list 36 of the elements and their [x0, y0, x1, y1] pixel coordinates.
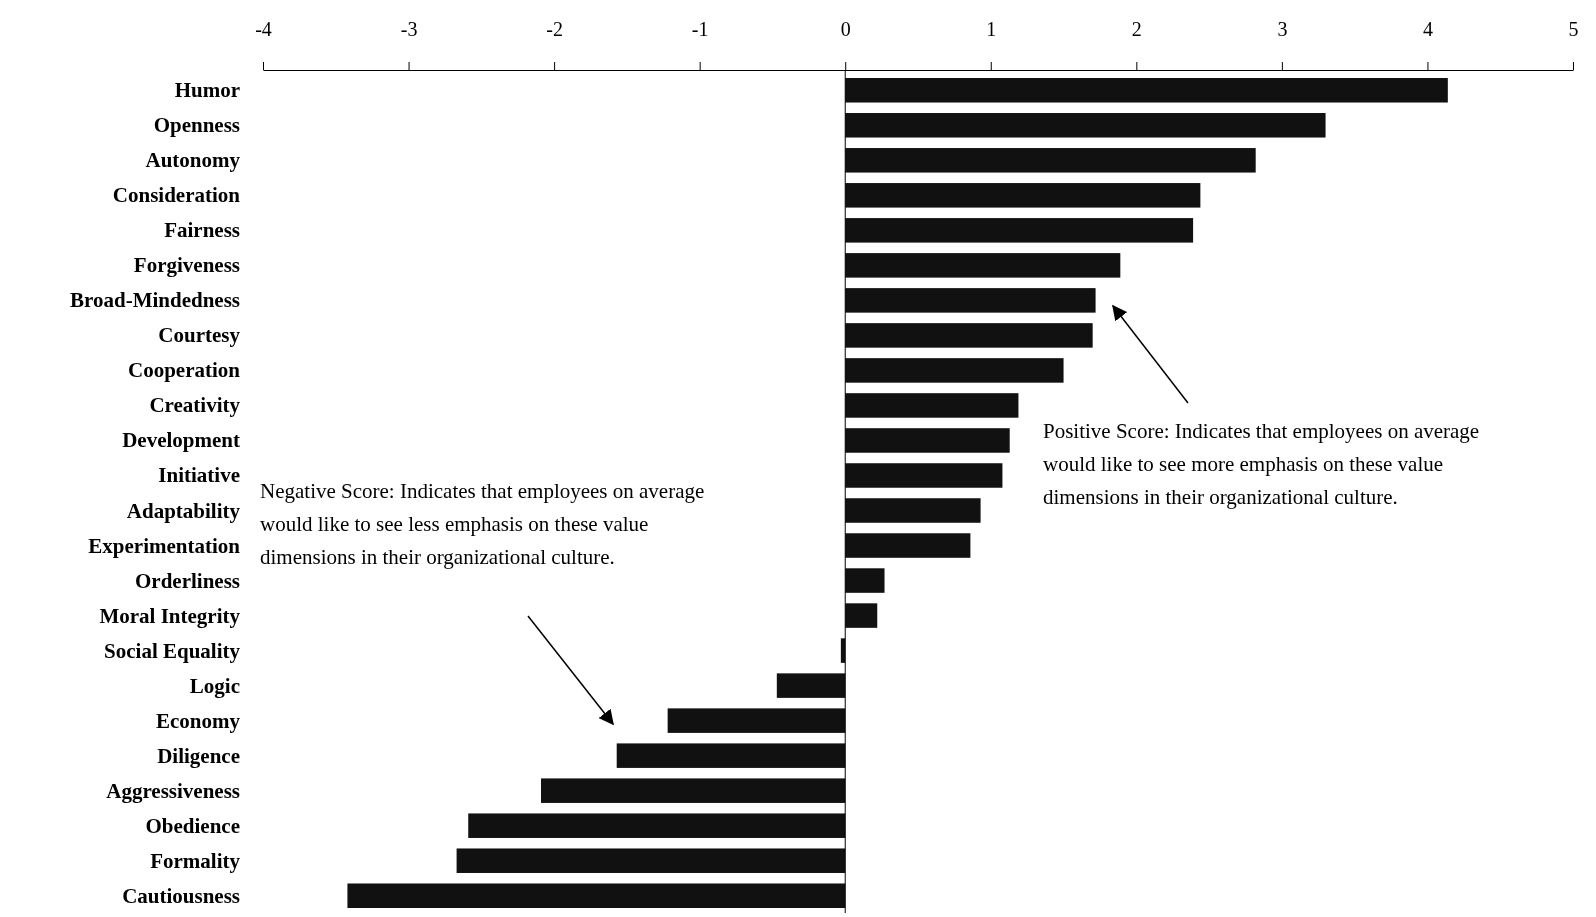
- y-tick-label: Economy: [156, 708, 241, 733]
- y-tick-label: Social Equality: [104, 638, 241, 663]
- x-tick-label: -2: [546, 18, 563, 40]
- y-tick-label: Moral Integrity: [99, 603, 241, 628]
- y-tick-label: Creativity: [149, 393, 241, 418]
- y-tick-label: Logic: [189, 673, 240, 698]
- x-tick-label: 4: [1422, 18, 1433, 40]
- y-tick-label: Initiative: [158, 463, 240, 488]
- y-tick-label: Broad-Mindedness: [70, 288, 240, 313]
- x-tick-label: 5: [1568, 18, 1579, 40]
- y-tick-label: Forgiveness: [133, 253, 240, 278]
- y-tick-label: Courtesy: [158, 323, 241, 348]
- x-tick-label: 0: [840, 18, 851, 40]
- y-tick-label: Orderliness: [135, 568, 240, 593]
- y-tick-label: Development: [122, 428, 240, 453]
- x-tick-label: 2: [1131, 18, 1142, 40]
- y-tick-label: Consideration: [112, 183, 241, 208]
- y-tick-label: Aggressiveness: [106, 778, 240, 803]
- y-tick-label: Experimentation: [88, 533, 241, 558]
- x-tick-label: 3: [1277, 18, 1288, 40]
- y-tick-label: Cooperation: [128, 358, 241, 383]
- y-tick-label: Autonomy: [145, 148, 241, 173]
- y-tick-label: Humor: [174, 78, 240, 103]
- y-tick-label: Openness: [153, 113, 240, 138]
- x-tick-label: -4: [255, 18, 272, 40]
- y-tick-label: Diligence: [157, 743, 240, 768]
- y-tick-label: Formality: [150, 848, 241, 873]
- y-tick-label: Obedience: [145, 813, 240, 838]
- annotation: Negative Score: Indicates that employees on average would like to see less emphasis on these value dimensions in their organizational culture.: [260, 479, 705, 569]
- y-tick-label: Fairness: [164, 218, 240, 243]
- y-tick-label: Cautiousness: [122, 883, 240, 908]
- y-tick-label: Adaptability: [126, 498, 241, 523]
- x-tick-label: -1: [691, 18, 709, 40]
- x-tick-label: 1: [986, 18, 997, 40]
- x-tick-label: -3: [400, 18, 418, 40]
- annotation: Positive Score: Indicates that employees on average would like to see more emphasis on these value dimensions in their organizational culture.: [1043, 419, 1480, 509]
